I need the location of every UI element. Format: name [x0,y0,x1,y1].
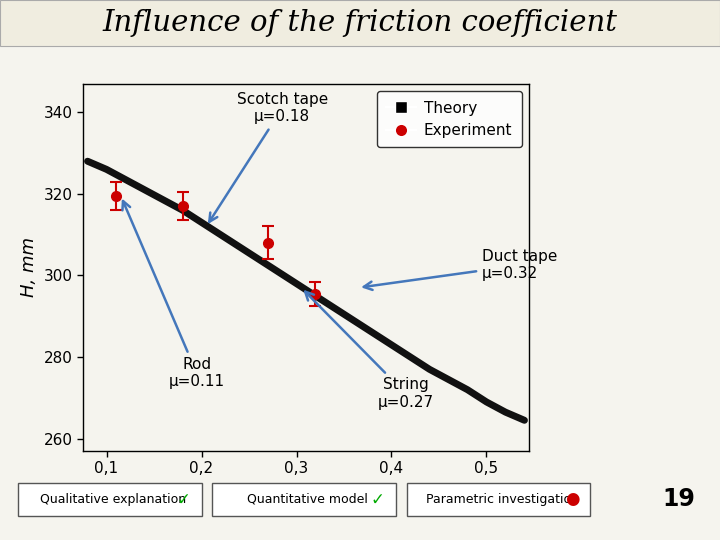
Text: ✓: ✓ [176,490,190,509]
Text: ●: ● [564,490,580,509]
Y-axis label: H, mm: H, mm [20,237,38,298]
X-axis label: μ: μ [299,485,313,505]
Text: Duct tape
μ=0.32: Duct tape μ=0.32 [364,249,557,290]
Text: Influence of the friction coefficient: Influence of the friction coefficient [102,9,618,37]
Text: 19: 19 [662,488,695,511]
Text: Quantitative model: Quantitative model [248,493,369,506]
Text: Parametric investigation: Parametric investigation [426,493,579,506]
Text: ✓: ✓ [371,490,384,509]
Text: Qualitative explanation: Qualitative explanation [40,493,186,506]
Text: String
μ=0.27: String μ=0.27 [305,292,433,410]
Text: Rod
μ=0.11: Rod μ=0.11 [122,201,225,389]
Legend: Theory, Experiment: Theory, Experiment [377,91,521,147]
Text: Scotch tape
μ=0.18: Scotch tape μ=0.18 [210,92,328,222]
